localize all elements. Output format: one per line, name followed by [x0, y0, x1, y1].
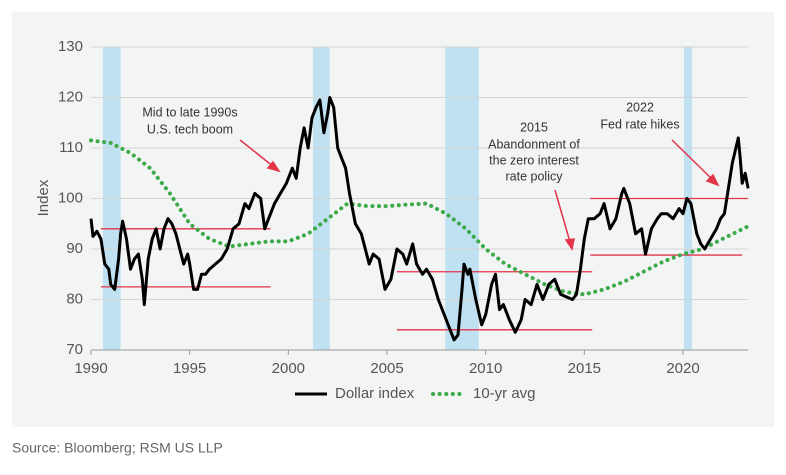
x-tick-label: 2000	[272, 360, 305, 377]
y-tick-label: 80	[66, 290, 83, 307]
arrow-head	[564, 238, 575, 251]
x-tick-label: 1995	[173, 360, 206, 377]
y-axis-label: Index	[35, 179, 52, 216]
arrow	[239, 139, 275, 168]
y-tick-label: 120	[58, 88, 83, 105]
legend-label: Dollar index	[335, 385, 415, 402]
y-tick-label: 90	[66, 240, 83, 257]
series-line	[89, 96, 750, 342]
x-tick-label: 2020	[666, 360, 699, 377]
x-tick-label: 2005	[370, 360, 403, 377]
y-tick-label: 130	[58, 38, 83, 55]
annotation: Abandonment of	[488, 137, 580, 151]
annotation: 2015	[520, 120, 548, 134]
arrow	[671, 139, 714, 181]
annotation: 2022	[626, 100, 654, 114]
x-tick-label: 2010	[469, 360, 502, 377]
x-tick-label: 2015	[568, 360, 601, 377]
annotation: the zero interest	[489, 153, 579, 167]
annotation: Fed rate hikes	[600, 117, 679, 131]
annotation-arrows	[239, 139, 720, 251]
source-note: Source: Bloomberg; RSM US LLP	[12, 440, 223, 456]
arrow-head	[705, 173, 720, 187]
legend: Dollar index 10-yr avg	[295, 385, 536, 402]
arrow	[554, 189, 571, 243]
y-tick-label: 70	[66, 341, 83, 358]
plot-area: 70 80 90 100 110 120 130 1990 1995 2000 2005 2010 20…	[58, 38, 751, 377]
annotation: U.S. tech boom	[147, 122, 233, 136]
y-tick-label: 110	[59, 139, 83, 156]
annotation: Mid to late 1990s	[142, 105, 237, 119]
series-line	[89, 138, 751, 297]
y-tick-label: 100	[58, 189, 83, 206]
arrow-head	[266, 160, 281, 173]
annotation: rate policy	[506, 169, 564, 183]
legend-label: 10-yr avg	[473, 385, 536, 402]
chart-panel	[12, 12, 774, 427]
x-tick-label: 1990	[74, 360, 107, 377]
